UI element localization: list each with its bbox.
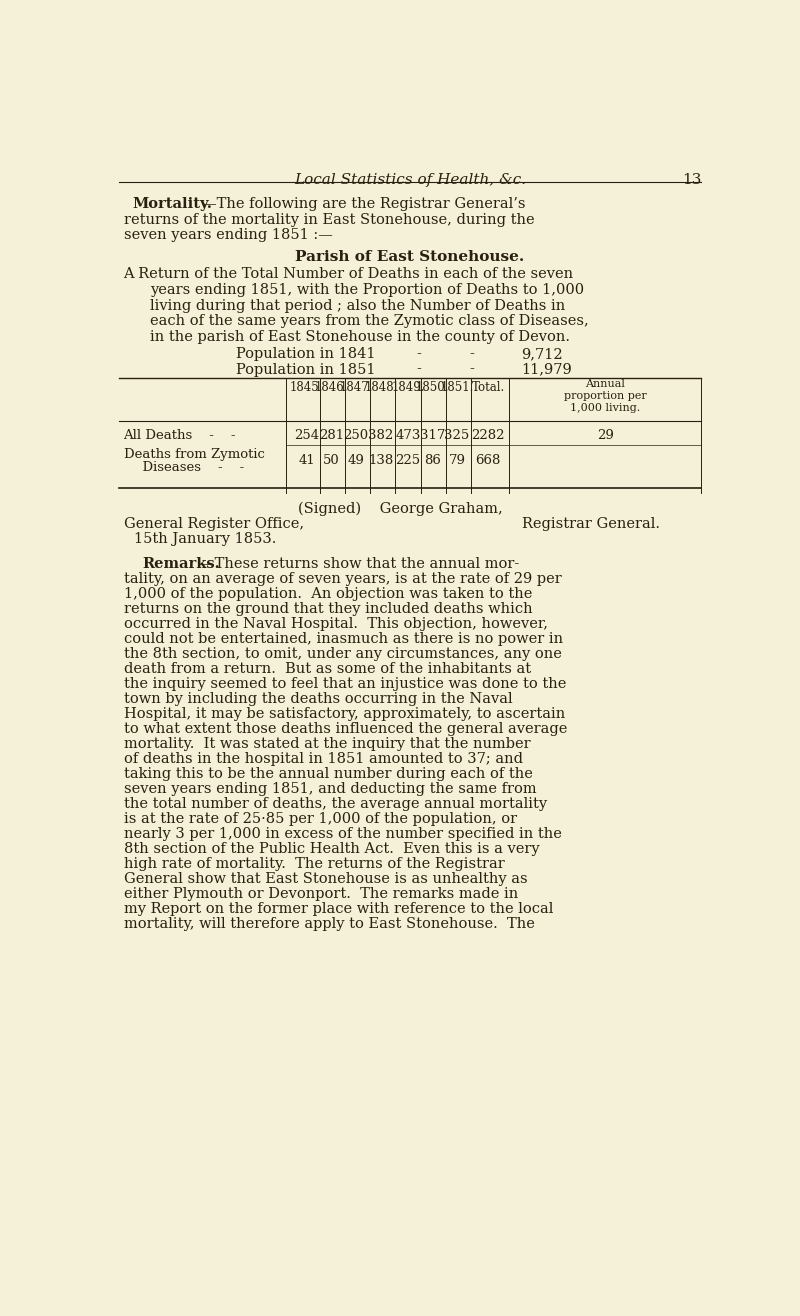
Text: is at the rate of 25·85 per 1,000 of the population, or: is at the rate of 25·85 per 1,000 of the… — [123, 812, 517, 826]
Text: General Register Office,: General Register Office, — [123, 517, 304, 530]
Text: 1845.: 1845. — [290, 380, 323, 393]
Text: nearly 3 per 1,000 in excess of the number specified in the: nearly 3 per 1,000 in excess of the numb… — [123, 828, 562, 841]
Text: General show that East Stonehouse is as unhealthy as: General show that East Stonehouse is as … — [123, 873, 527, 886]
Text: 50: 50 — [323, 454, 340, 467]
Text: Population in 1841: Population in 1841 — [237, 347, 376, 362]
Text: -: - — [470, 347, 474, 362]
Text: A Return of the Total Number of Deaths in each of the seven: A Return of the Total Number of Deaths i… — [123, 267, 574, 282]
Text: 382: 382 — [368, 429, 394, 442]
Text: years ending 1851, with the Proportion of Deaths to 1,000: years ending 1851, with the Proportion o… — [150, 283, 584, 297]
Text: 281: 281 — [318, 429, 344, 442]
Text: 225: 225 — [395, 454, 421, 467]
Text: 317: 317 — [420, 429, 445, 442]
Text: Remarks.: Remarks. — [142, 557, 220, 571]
Text: 41: 41 — [298, 454, 315, 467]
Text: seven years ending 1851 :—: seven years ending 1851 :— — [123, 229, 333, 242]
Text: Annual: Annual — [586, 379, 626, 388]
Text: 250: 250 — [343, 429, 369, 442]
Text: seven years ending 1851, and deducting the same from: seven years ending 1851, and deducting t… — [123, 782, 536, 796]
Text: taking this to be the annual number during each of the: taking this to be the annual number duri… — [123, 767, 533, 782]
Text: occurred in the Naval Hospital.  This objection, however,: occurred in the Naval Hospital. This obj… — [123, 617, 547, 632]
Text: —The following are the Registrar General’s: —The following are the Registrar General… — [202, 197, 525, 212]
Text: mortality.  It was stated at the inquiry that the number: mortality. It was stated at the inquiry … — [123, 737, 530, 751]
Text: either Plymouth or Devonport.  The remarks made in: either Plymouth or Devonport. The remark… — [123, 887, 518, 901]
Text: 1846.: 1846. — [314, 380, 348, 393]
Text: 1850.: 1850. — [415, 380, 449, 393]
Text: in the parish of East Stonehouse in the county of Devon.: in the parish of East Stonehouse in the … — [150, 330, 570, 345]
Text: All Deaths    -    -: All Deaths - - — [123, 429, 236, 442]
Text: Total.: Total. — [471, 380, 505, 393]
Text: death from a return.  But as some of the inhabitants at: death from a return. But as some of the … — [123, 662, 530, 676]
Text: the total number of deaths, the average annual mortality: the total number of deaths, the average … — [123, 797, 546, 811]
Text: of deaths in the hospital in 1851 amounted to 37; and: of deaths in the hospital in 1851 amount… — [123, 753, 522, 766]
Text: living during that period ; also the Number of Deaths in: living during that period ; also the Num… — [150, 299, 565, 313]
Text: to what extent those deaths influenced the general average: to what extent those deaths influenced t… — [123, 722, 567, 736]
Text: 1851.: 1851. — [441, 380, 474, 393]
Text: (Signed)    George Graham,: (Signed) George Graham, — [298, 501, 503, 516]
Text: Population in 1851: Population in 1851 — [237, 363, 376, 376]
Text: proportion per: proportion per — [564, 391, 646, 401]
Text: high rate of mortality.  The returns of the Registrar: high rate of mortality. The returns of t… — [123, 857, 504, 871]
Text: 86: 86 — [424, 454, 441, 467]
Text: returns of the mortality in East Stonehouse, during the: returns of the mortality in East Stoneho… — [123, 213, 534, 226]
Text: 1,000 living.: 1,000 living. — [570, 403, 641, 413]
Text: 79: 79 — [449, 454, 466, 467]
Text: tality, on an average of seven years, is at the rate of 29 per: tality, on an average of seven years, is… — [123, 572, 562, 586]
Text: 29: 29 — [597, 429, 614, 442]
Text: Mortality.: Mortality. — [132, 197, 212, 212]
Text: the 8th section, to omit, under any circumstances, any one: the 8th section, to omit, under any circ… — [123, 647, 562, 661]
Text: Diseases    -    -: Diseases - - — [134, 461, 244, 474]
Text: 1849.: 1849. — [391, 380, 425, 393]
Text: 8th section of the Public Health Act.  Even this is a very: 8th section of the Public Health Act. Ev… — [123, 842, 539, 857]
Text: mortality, will therefore apply to East Stonehouse.  The: mortality, will therefore apply to East … — [123, 917, 534, 932]
Text: the inquiry seemed to feel that an injustice was done to the: the inquiry seemed to feel that an injus… — [123, 678, 566, 691]
Text: -: - — [417, 363, 422, 376]
Text: 1847.: 1847. — [339, 380, 373, 393]
Text: Hospital, it may be satisfactory, approximately, to ascertain: Hospital, it may be satisfactory, approx… — [123, 707, 565, 721]
Text: 1,000 of the population.  An objection was taken to the: 1,000 of the population. An objection wa… — [123, 587, 532, 601]
Text: Deaths from Zymotic: Deaths from Zymotic — [123, 447, 265, 461]
Text: —These returns show that the annual mor-: —These returns show that the annual mor- — [200, 557, 519, 571]
Text: 668: 668 — [475, 454, 501, 467]
Text: 13: 13 — [682, 174, 702, 187]
Text: 49: 49 — [348, 454, 365, 467]
Text: my Report on the former place with reference to the local: my Report on the former place with refer… — [123, 901, 553, 916]
Text: 2282: 2282 — [471, 429, 505, 442]
Text: 138: 138 — [368, 454, 394, 467]
Text: -: - — [417, 347, 422, 362]
Text: 15th January 1853.: 15th January 1853. — [134, 532, 277, 546]
Text: Parish of East Stonehouse.: Parish of East Stonehouse. — [295, 250, 525, 265]
Text: 1848.: 1848. — [364, 380, 398, 393]
Text: Local Statistics of Health, &c.: Local Statistics of Health, &c. — [294, 174, 526, 187]
Text: could not be entertained, inasmuch as there is no power in: could not be entertained, inasmuch as th… — [123, 632, 562, 646]
Text: 11,979: 11,979 — [522, 363, 572, 376]
Text: 325: 325 — [445, 429, 470, 442]
Text: town by including the deaths occurring in the Naval: town by including the deaths occurring i… — [123, 692, 512, 707]
Text: 473: 473 — [395, 429, 421, 442]
Text: 9,712: 9,712 — [522, 347, 563, 362]
Text: each of the same years from the Zymotic class of Diseases,: each of the same years from the Zymotic … — [150, 315, 588, 329]
Text: -: - — [470, 363, 474, 376]
Text: 254: 254 — [294, 429, 319, 442]
Text: returns on the ground that they included deaths which: returns on the ground that they included… — [123, 603, 532, 616]
Text: Registrar General.: Registrar General. — [522, 517, 659, 530]
